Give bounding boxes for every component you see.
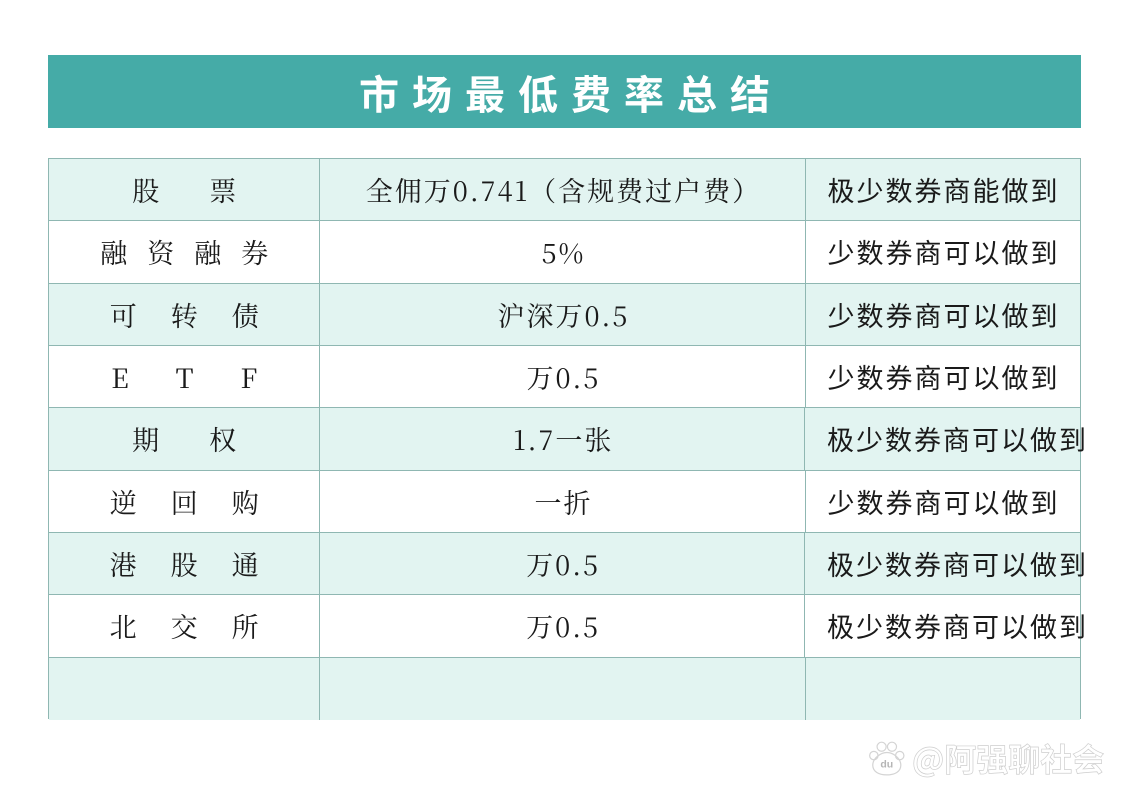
svg-text:du: du [880, 758, 893, 770]
